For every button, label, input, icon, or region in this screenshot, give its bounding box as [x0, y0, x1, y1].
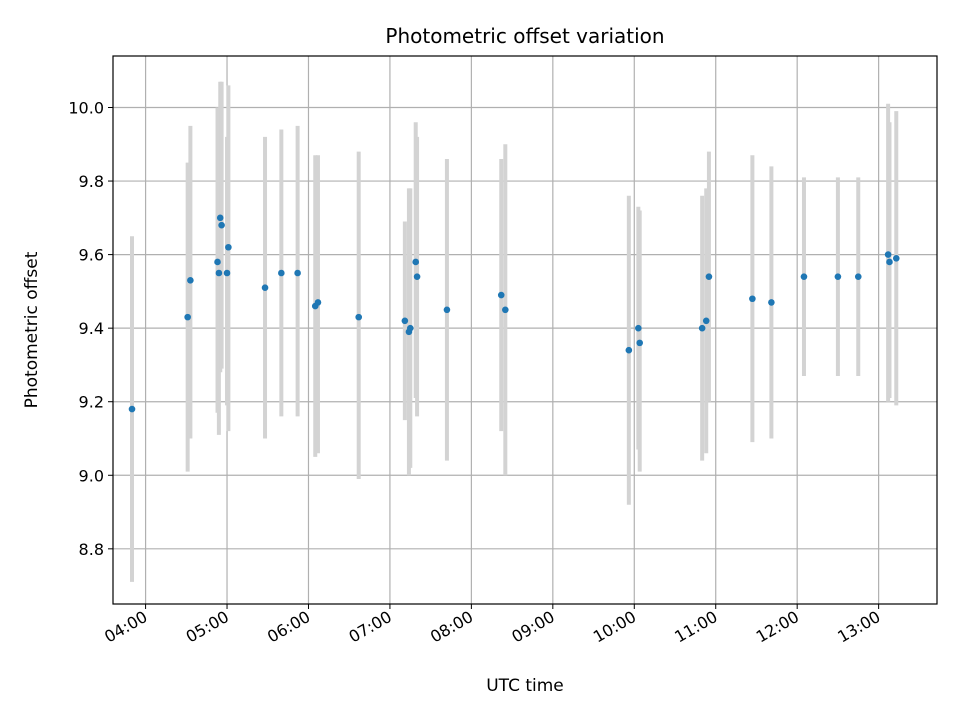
data-points — [128, 214, 900, 413]
data-point — [886, 258, 893, 266]
data-point — [854, 273, 862, 280]
y-axis-ticks: 8.8 9.0 9.2 9.4 9.6 9.8 10.0 — [68, 98, 113, 559]
y-tick-label: 9.6 — [79, 246, 104, 265]
y-tick-label: 10.0 — [68, 98, 104, 117]
data-point — [215, 269, 223, 277]
data-point — [502, 306, 509, 314]
x-axis-label: UTC time — [486, 676, 564, 696]
data-point — [278, 269, 285, 277]
data-point — [834, 273, 842, 280]
data-point — [406, 324, 414, 332]
data-point — [314, 299, 322, 306]
data-point — [218, 221, 225, 229]
data-point — [413, 273, 421, 280]
data-point — [443, 306, 451, 314]
data-point — [705, 273, 713, 280]
y-tick-label: 9.8 — [79, 172, 104, 191]
data-point — [768, 299, 775, 306]
data-point — [635, 324, 642, 332]
y-axis-label: Photometric offset — [22, 251, 42, 408]
data-point — [214, 258, 221, 266]
chart-title: Photometric offset variation — [385, 24, 664, 48]
data-point — [636, 339, 644, 347]
y-tick-label: 9.4 — [79, 319, 104, 338]
data-point — [355, 313, 363, 321]
data-point — [401, 317, 409, 325]
data-point — [892, 254, 900, 262]
y-tick-label: 8.8 — [79, 540, 104, 559]
data-point — [225, 243, 232, 251]
y-tick-label: 9.2 — [79, 393, 104, 412]
data-point — [184, 313, 191, 321]
plot-frame — [112, 55, 938, 605]
data-point — [625, 346, 633, 354]
y-tick-label: 9.0 — [79, 466, 104, 485]
data-point — [698, 324, 706, 332]
data-point — [128, 405, 136, 413]
data-point — [412, 258, 420, 266]
data-point — [702, 317, 710, 325]
data-point — [749, 295, 756, 303]
data-point — [884, 251, 892, 258]
data-point — [497, 291, 505, 299]
data-point — [294, 269, 301, 277]
data-point — [261, 284, 269, 292]
data-point — [187, 277, 194, 284]
data-point — [223, 269, 231, 277]
grid — [113, 56, 937, 604]
data-point — [800, 273, 808, 280]
data-point — [216, 214, 224, 222]
